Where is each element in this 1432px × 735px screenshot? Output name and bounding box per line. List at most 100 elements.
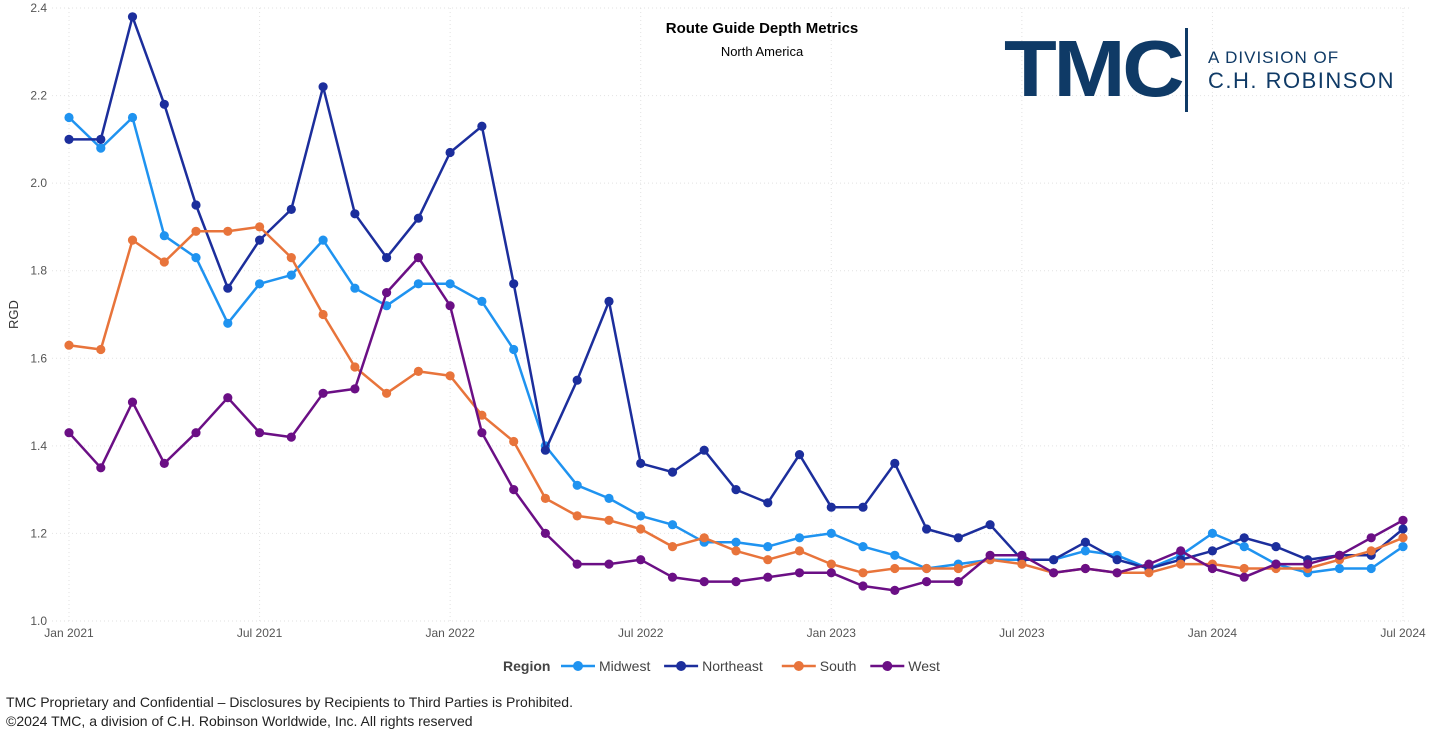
data-point <box>794 546 805 556</box>
data-point <box>922 577 932 587</box>
data-point <box>127 12 138 22</box>
data-point <box>667 572 678 582</box>
data-point <box>413 366 423 376</box>
logo-line-1: A DIVISION OF <box>1208 48 1340 67</box>
data-point <box>826 502 836 512</box>
data-point <box>1366 533 1376 543</box>
data-point <box>223 393 233 403</box>
data-point <box>445 279 455 289</box>
data-point <box>445 371 455 381</box>
data-point <box>286 432 296 442</box>
data-point <box>477 410 487 420</box>
data-point <box>509 436 519 447</box>
y-tick-label: 1.8 <box>30 264 47 278</box>
data-point <box>64 134 74 144</box>
data-point <box>159 458 169 468</box>
legend-marker <box>573 661 583 671</box>
data-point <box>350 283 360 293</box>
data-point <box>382 388 392 398</box>
data-point <box>509 485 519 495</box>
data-point <box>985 520 995 530</box>
data-point <box>1398 542 1408 552</box>
legend-marker <box>793 661 804 671</box>
data-point <box>1080 546 1090 556</box>
data-point <box>826 568 836 578</box>
data-point <box>636 524 646 534</box>
y-tick-label: 1.0 <box>30 614 47 628</box>
x-tick-label: Jan 2023 <box>807 626 857 640</box>
data-point <box>636 458 646 468</box>
data-point <box>1398 515 1408 525</box>
x-tick-label: Jul 2022 <box>618 626 664 640</box>
logo-divider <box>1185 28 1188 112</box>
data-point <box>445 301 455 311</box>
legend-marker <box>882 661 893 671</box>
data-point <box>477 121 487 131</box>
data-point <box>64 112 74 123</box>
data-point <box>1271 542 1281 552</box>
series-south <box>64 222 1408 578</box>
data-point <box>191 200 201 210</box>
data-point <box>858 568 868 578</box>
data-point <box>699 533 709 543</box>
series-line <box>68 116 1404 575</box>
data-point <box>509 279 519 289</box>
data-point <box>286 270 296 280</box>
data-point <box>255 222 265 232</box>
data-point <box>1017 559 1027 569</box>
data-point <box>191 226 201 236</box>
series-line <box>68 225 1404 575</box>
logo-mark: TMC <box>1004 24 1185 113</box>
data-point <box>922 524 932 534</box>
data-point <box>413 279 423 289</box>
data-point <box>350 384 360 394</box>
tmc-logo: TMC A DIVISION OF C.H. ROBINSON <box>1000 22 1420 118</box>
data-point <box>890 458 900 468</box>
x-tick-label: Jan 2022 <box>425 626 475 640</box>
data-point <box>604 296 614 306</box>
data-point <box>445 147 455 158</box>
y-tick-label: 1.2 <box>30 526 47 540</box>
data-point <box>477 428 487 438</box>
data-point <box>318 82 328 92</box>
data-point <box>1239 563 1249 574</box>
chart-title: Route Guide Depth Metrics <box>665 20 859 37</box>
data-point <box>255 235 265 245</box>
legend-label: South <box>820 658 857 674</box>
data-point <box>382 253 392 263</box>
y-axis-title: RGD <box>6 300 21 329</box>
y-tick-label: 1.6 <box>30 351 47 365</box>
data-point <box>1239 572 1249 582</box>
data-point <box>763 572 773 582</box>
data-point <box>286 253 296 263</box>
data-point <box>350 209 360 219</box>
data-point <box>1176 559 1186 569</box>
data-point <box>509 344 519 355</box>
axis-layer: 1.0 1.2 1.4 1.6 1.8 2.0 2.2 2.4 Jan 2021 Jul 2021… <box>6 1 1426 640</box>
data-point <box>572 511 582 521</box>
legend-item-west: West <box>870 658 940 674</box>
data-point <box>826 559 836 569</box>
data-point <box>1334 563 1345 574</box>
data-point <box>763 498 773 508</box>
data-point <box>318 235 328 245</box>
data-point <box>1271 559 1281 569</box>
data-point <box>858 542 868 552</box>
data-point <box>1334 550 1345 560</box>
data-point <box>1144 559 1154 569</box>
data-point <box>636 511 646 521</box>
data-point <box>763 555 773 565</box>
data-point <box>636 555 646 565</box>
data-point <box>1239 542 1249 552</box>
data-point <box>699 445 709 455</box>
series-midwest <box>64 112 1408 578</box>
legend-item-midwest: Midwest <box>561 658 650 674</box>
data-point <box>223 283 233 293</box>
legend-label: West <box>908 658 940 674</box>
x-tick-label: Jul 2021 <box>237 626 283 640</box>
y-tick-label: 1.4 <box>30 439 47 453</box>
data-point <box>794 533 805 543</box>
data-point <box>127 397 138 407</box>
data-point <box>890 585 900 596</box>
